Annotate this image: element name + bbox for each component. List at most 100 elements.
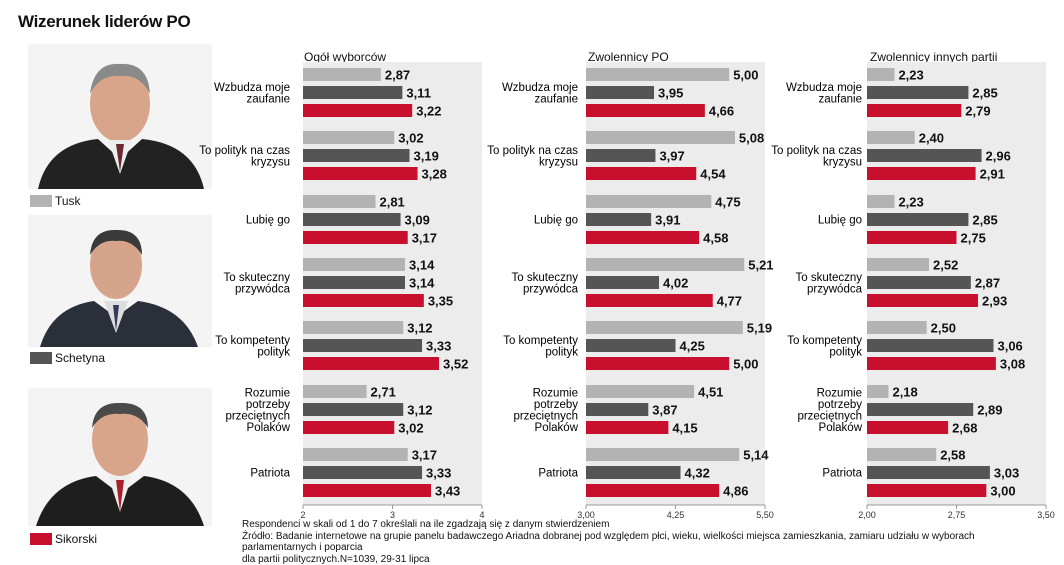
bar-sikorski bbox=[586, 421, 668, 434]
bar-tusk bbox=[303, 321, 403, 334]
legend-label-sikorski: Sikorski bbox=[55, 532, 97, 546]
bar-schetyna bbox=[303, 86, 402, 99]
data-label: 4,77 bbox=[717, 294, 742, 309]
bar-sikorski bbox=[586, 294, 713, 307]
bar-schetyna bbox=[303, 403, 403, 416]
note-scale: Respondenci w skali od 1 do 7 określali … bbox=[242, 519, 1042, 531]
bar-sikorski bbox=[586, 167, 696, 180]
data-label: 4,15 bbox=[672, 421, 697, 436]
data-label: 3,97 bbox=[659, 149, 684, 164]
note-source: Źródło: Badanie internetowe na grupie pa… bbox=[242, 531, 1042, 554]
data-label: 4,32 bbox=[685, 466, 710, 481]
data-label: 2,87 bbox=[385, 68, 410, 83]
bar-sikorski bbox=[867, 421, 948, 434]
data-label: 3,09 bbox=[405, 213, 430, 228]
bar-schetyna bbox=[867, 213, 968, 226]
data-label: 2,52 bbox=[933, 258, 958, 273]
data-label: 2,18 bbox=[892, 385, 917, 400]
bar-tusk bbox=[303, 195, 375, 208]
bar-sikorski bbox=[586, 231, 699, 244]
data-label: 3,02 bbox=[398, 421, 423, 436]
bar-schetyna bbox=[303, 276, 405, 289]
data-label: 3,12 bbox=[407, 403, 432, 418]
data-label: 5,14 bbox=[743, 448, 769, 463]
bar-schetyna bbox=[303, 149, 410, 162]
data-label: 3,12 bbox=[407, 321, 432, 336]
bar-tusk bbox=[303, 131, 394, 144]
bar-schetyna bbox=[303, 213, 401, 226]
bar-schetyna bbox=[867, 403, 973, 416]
bar-schetyna bbox=[586, 466, 681, 479]
bar-schetyna bbox=[586, 86, 654, 99]
bar-schetyna bbox=[586, 339, 676, 352]
data-label: 3,17 bbox=[412, 231, 437, 246]
bar-schetyna bbox=[586, 213, 651, 226]
data-label: 2,71 bbox=[371, 385, 396, 400]
bar-tusk bbox=[303, 385, 367, 398]
bar-schetyna bbox=[867, 339, 993, 352]
data-label: 4,54 bbox=[700, 167, 726, 182]
data-label: 5,08 bbox=[739, 131, 764, 146]
data-label: 3,43 bbox=[435, 484, 460, 499]
bar-sikorski bbox=[303, 421, 394, 434]
bar-tusk bbox=[586, 258, 744, 271]
data-label: 4,58 bbox=[703, 231, 728, 246]
data-label: 5,00 bbox=[733, 357, 758, 372]
data-label: 4,66 bbox=[709, 104, 734, 119]
bar-schetyna bbox=[303, 466, 422, 479]
data-label: 3,87 bbox=[652, 403, 677, 418]
footnotes: Respondenci w skali od 1 do 7 określali … bbox=[242, 519, 1042, 565]
data-label: 2,81 bbox=[379, 195, 404, 210]
bar-tusk bbox=[303, 68, 381, 81]
bar-sikorski bbox=[867, 104, 961, 117]
data-label: 3,33 bbox=[426, 466, 451, 481]
bar-schetyna bbox=[586, 276, 659, 289]
bar-sikorski bbox=[303, 357, 439, 370]
data-label: 5,21 bbox=[748, 258, 773, 273]
data-label: 4,86 bbox=[723, 484, 748, 499]
data-label: 5,00 bbox=[733, 68, 758, 83]
data-label: 2,89 bbox=[977, 403, 1002, 418]
data-label: 3,28 bbox=[422, 167, 447, 182]
bar-tusk bbox=[586, 448, 739, 461]
bar-tusk bbox=[867, 385, 888, 398]
bar-sikorski bbox=[303, 167, 418, 180]
bar-tusk bbox=[867, 448, 936, 461]
data-label: 2,85 bbox=[972, 213, 997, 228]
bar-tusk bbox=[867, 195, 894, 208]
bar-tusk bbox=[867, 68, 894, 81]
category-label: Lubię go bbox=[818, 215, 862, 227]
data-label: 3,33 bbox=[426, 339, 451, 354]
bar-sikorski bbox=[303, 104, 412, 117]
data-label: 3,17 bbox=[412, 448, 437, 463]
bar-sikorski bbox=[586, 357, 729, 370]
data-label: 3,91 bbox=[655, 213, 680, 228]
data-label: 5,19 bbox=[747, 321, 772, 336]
data-label: 3,35 bbox=[428, 294, 453, 309]
data-label: 3,19 bbox=[414, 149, 439, 164]
category-label: Patriota bbox=[250, 468, 290, 480]
category-label: Lubię go bbox=[534, 215, 578, 227]
note-sample: dla partii politycznych.N=1039, 29-31 li… bbox=[242, 554, 1042, 565]
bar-tusk bbox=[586, 195, 711, 208]
data-label: 3,02 bbox=[398, 131, 423, 146]
data-label: 3,14 bbox=[409, 276, 435, 291]
data-label: 2,23 bbox=[898, 68, 923, 83]
data-label: 3,14 bbox=[409, 258, 435, 273]
bar-schetyna bbox=[867, 149, 982, 162]
data-label: 2,58 bbox=[940, 448, 965, 463]
data-label: 4,51 bbox=[698, 385, 723, 400]
